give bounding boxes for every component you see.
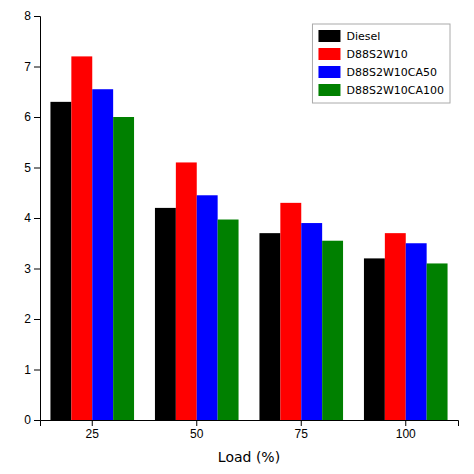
bar — [259, 233, 280, 420]
bar — [155, 208, 176, 420]
tick-mark — [34, 269, 40, 270]
tick: 0 — [24, 413, 40, 427]
tick-label: 1 — [24, 363, 31, 377]
tick: 8 — [24, 9, 40, 23]
tick-label: 0 — [24, 413, 31, 427]
legend-box — [312, 24, 450, 103]
tick-label: 4 — [24, 211, 31, 225]
legend-swatch — [318, 48, 340, 60]
tick-label: 25 — [86, 427, 100, 441]
tick-mark — [34, 420, 40, 421]
legend-label: Diesel — [346, 30, 380, 43]
tick: 4 — [24, 211, 40, 225]
tick: 100 — [396, 420, 416, 441]
tick-mark — [34, 218, 40, 219]
legend-label: D88S2W10CA50 — [346, 66, 437, 79]
tick-mark — [34, 370, 40, 371]
legend: Diesel D88S2W10 D88S2W10CA50 D88S2W10CA100 — [312, 24, 450, 103]
tick-mark — [92, 420, 93, 426]
bar — [385, 233, 406, 420]
tick-mark — [405, 420, 406, 426]
legend-label: D88S2W10CA100 — [346, 84, 444, 97]
tick: 2 — [24, 312, 40, 326]
tick: 1 — [24, 363, 40, 377]
legend-item: D88S2W10CA100 — [318, 84, 444, 97]
bar-series — [71, 56, 405, 420]
bars — [50, 56, 447, 420]
bar-series — [92, 89, 426, 420]
bar-series — [113, 117, 447, 420]
y-axis: 0 1 2 3 4 5 6 7 8 — [24, 9, 40, 427]
legend-item: Diesel — [318, 30, 380, 43]
bar — [322, 241, 343, 420]
tick-mark — [34, 67, 40, 68]
tick-label: 5 — [24, 161, 31, 175]
tick-label: 75 — [295, 427, 309, 441]
tick-mark — [34, 16, 40, 17]
tick: 5 — [24, 161, 40, 175]
chart: 0 1 2 3 4 5 6 7 8 25 50 75 100 Load (%) Diesel D88S2W10… — [0, 0, 474, 474]
legend-swatch — [318, 30, 340, 42]
tick-label: 8 — [24, 9, 31, 23]
x-axis: 25 50 75 100 — [41, 420, 459, 441]
tick: 50 — [190, 420, 204, 441]
legend-swatch — [318, 66, 340, 78]
tick-label: 7 — [24, 60, 31, 74]
bar — [301, 223, 322, 420]
axis-line — [41, 421, 459, 427]
legend-label: D88S2W10 — [346, 48, 407, 61]
tick-mark — [196, 420, 197, 426]
bar — [50, 102, 71, 420]
plot-area: 0 1 2 3 4 5 6 7 8 25 50 75 100 Load (%) Diesel D88S2W10… — [24, 9, 458, 465]
tick: 3 — [24, 262, 40, 276]
legend-swatch — [318, 84, 340, 96]
tick-mark — [34, 168, 40, 169]
bar — [197, 195, 218, 420]
bar — [280, 203, 301, 420]
tick: 6 — [24, 110, 40, 124]
tick-label: 100 — [396, 427, 416, 441]
legend-item: D88S2W10CA50 — [318, 66, 437, 79]
tick-mark — [34, 117, 40, 118]
tick-label: 50 — [190, 427, 204, 441]
tick-label: 6 — [24, 110, 31, 124]
bar — [176, 162, 197, 420]
tick-mark — [301, 420, 302, 426]
tick: 25 — [86, 420, 100, 441]
tick-label: 3 — [24, 262, 31, 276]
bar — [218, 220, 239, 420]
tick: 7 — [24, 60, 40, 74]
axis-line — [34, 17, 41, 421]
bar — [427, 263, 448, 420]
bar — [71, 56, 92, 420]
legend-item: D88S2W10 — [318, 48, 407, 61]
bar — [92, 89, 113, 420]
bar — [406, 243, 427, 420]
bar — [364, 258, 385, 420]
tick: 75 — [295, 420, 309, 441]
bar — [113, 117, 134, 420]
tick-mark — [34, 319, 40, 320]
x-axis-title: Load (%) — [218, 449, 280, 465]
tick-label: 2 — [24, 312, 31, 326]
